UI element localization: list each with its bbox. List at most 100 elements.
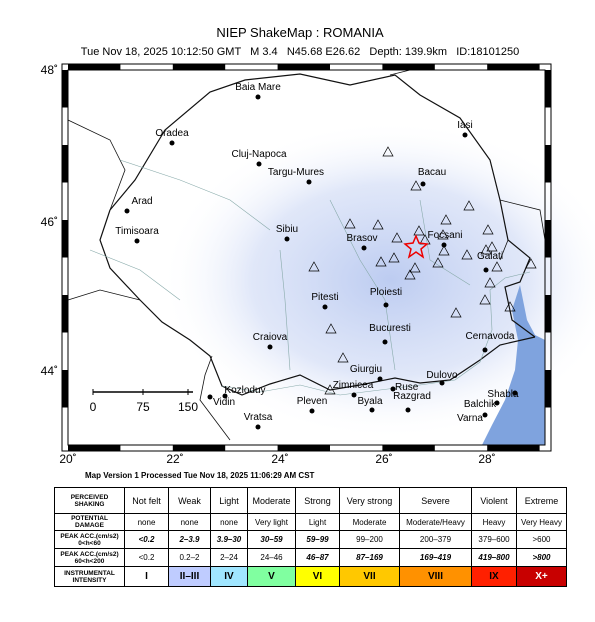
city-label: Giurgiu xyxy=(350,364,382,375)
legend-cell: Moderate/Heavy xyxy=(399,513,472,531)
city-label: Galati xyxy=(477,251,503,262)
station xyxy=(413,225,425,236)
frame-segment xyxy=(68,64,121,70)
station xyxy=(450,307,462,318)
station xyxy=(461,249,473,260)
frame-segment xyxy=(382,64,435,70)
city-dot xyxy=(483,267,489,273)
station xyxy=(375,256,387,267)
city-dot xyxy=(322,304,328,310)
lat-label: 48˚ xyxy=(41,63,58,77)
lat-label: 44˚ xyxy=(41,364,58,378)
station xyxy=(480,244,492,255)
legend-cell: 200–379 xyxy=(399,530,472,549)
rivers xyxy=(89,159,531,396)
legend-cell: 379–600 xyxy=(471,530,517,549)
city-label: Bucuresti xyxy=(369,323,411,334)
borders xyxy=(67,69,546,441)
city-label: Pleven xyxy=(297,396,328,407)
lon-label: 28˚ xyxy=(478,452,495,466)
station xyxy=(388,252,400,263)
city-dot xyxy=(390,386,396,392)
legend-cell: Strong xyxy=(295,487,340,514)
legend-cell: II–III xyxy=(168,566,211,587)
legend-cell: Extreme xyxy=(516,487,567,514)
city-label: Kozloduy xyxy=(224,385,265,396)
legend-header-line: INSTRUMENTAL xyxy=(64,569,115,577)
legend-row: PEAK ACC.(cm/s2) 60<h<200 <0.2 0.2–2 2–24 24–… xyxy=(54,548,567,567)
station xyxy=(409,262,421,273)
city-label: Vidin xyxy=(213,397,235,408)
city-dot xyxy=(256,161,262,167)
city-dot xyxy=(124,208,130,214)
station xyxy=(463,200,475,211)
station xyxy=(479,294,491,305)
city-dot xyxy=(512,390,518,396)
map-frame xyxy=(61,63,552,452)
station xyxy=(440,214,452,225)
city-dot xyxy=(369,407,375,413)
station xyxy=(484,277,496,288)
legend-header-line: PEAK ACC.(cm/s2) xyxy=(60,550,119,558)
legend-cell: none xyxy=(168,513,211,531)
legend-row-header: POTENTIAL DAMAGE xyxy=(54,513,125,531)
city-dot xyxy=(255,94,261,100)
frame-segment xyxy=(62,220,68,258)
station xyxy=(410,180,422,191)
lon-label: 26˚ xyxy=(375,452,392,466)
station xyxy=(372,219,384,230)
legend-cell: <0.2 xyxy=(124,530,169,549)
legend-cell: <0.2 xyxy=(124,548,169,567)
city-label: Zimnicea xyxy=(333,380,374,391)
legend-cell: 169–419 xyxy=(399,548,472,567)
legend-row-header: INSTRUMENTAL INTENSITY xyxy=(54,566,125,587)
legend-row-header: PEAK ACC.(cm/s2) 60<h<200 xyxy=(54,548,125,567)
legend-cell: 419–800 xyxy=(471,548,517,567)
legend-cell: 30–59 xyxy=(247,530,296,549)
map-version: Map Version 1 Processed Tue Nov 18, 2025… xyxy=(85,471,315,480)
city-dot xyxy=(134,238,140,244)
city-dot xyxy=(420,181,426,187)
intensity-shading xyxy=(160,120,595,440)
legend-cell: 87–169 xyxy=(339,548,400,567)
city-label: Craiova xyxy=(253,332,288,343)
station xyxy=(404,269,416,280)
frame-segment xyxy=(172,445,226,451)
legend-row-header: PERCEIVED SHAKING xyxy=(54,487,125,514)
city-dot xyxy=(169,140,175,146)
legend-cell: 2–24 xyxy=(210,548,248,567)
legend-cell: V xyxy=(247,566,296,587)
city-label: Byala xyxy=(357,396,382,407)
legend-table: PERCEIVED SHAKING Not felt Weak Light Moderat… xyxy=(54,487,567,587)
legend-cell: 59–99 xyxy=(295,530,340,549)
legend-row: PEAK ACC.(cm/s2) 0<h<60 <0.2 2–3.9 3.9–30 30–… xyxy=(54,530,567,549)
legend-cell: >800 xyxy=(516,548,567,567)
legend-header-line: 60<h<200 xyxy=(74,557,105,565)
scale-label: 0 xyxy=(90,400,97,414)
station xyxy=(337,352,349,363)
legend-row: PERCEIVED SHAKING Not felt Weak Light Moderat… xyxy=(54,487,567,514)
legend-cell: Moderate xyxy=(247,487,296,514)
city-label: Baia Mare xyxy=(235,82,281,93)
frame-segment xyxy=(487,64,540,70)
legend-cell: X+ xyxy=(516,566,567,587)
legend-cell: Not felt xyxy=(124,487,169,514)
legend-cell: Severe xyxy=(399,487,472,514)
station xyxy=(391,232,403,243)
title: NIEP ShakeMap : ROMANIA xyxy=(216,25,384,40)
legend-cell: Light xyxy=(210,487,248,514)
city-dot xyxy=(255,424,261,430)
frame-segment xyxy=(545,295,551,333)
frame-segment xyxy=(277,64,330,70)
city-dot xyxy=(462,132,468,138)
legend-row: INSTRUMENTAL INTENSITY I II–III IV V VI VII VIII… xyxy=(54,566,567,587)
frame-segment xyxy=(545,145,551,183)
lon-label: 24˚ xyxy=(271,452,288,466)
station xyxy=(432,257,444,268)
city-label: Shabla xyxy=(487,389,519,400)
city-dot xyxy=(377,376,383,382)
city-label: Brasov xyxy=(346,233,377,244)
legend-cell: IV xyxy=(210,566,248,587)
